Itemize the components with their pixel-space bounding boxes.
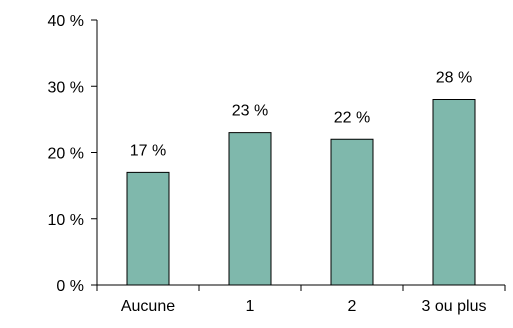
data-label: 17 % [130,142,166,159]
data-labels: 17 % 23 % 22 % 28 % [130,70,472,160]
y-tick-label: 30 % [48,79,84,96]
y-tick-label: 40 % [48,13,84,30]
data-label: 28 % [436,70,472,87]
bar-2 [330,138,374,286]
data-label: 23 % [232,103,268,120]
data-label: 22 % [334,109,370,126]
bar-1 [228,132,272,286]
bar-3-ou-plus [432,99,476,286]
x-category-label: Aucune [121,298,175,315]
x-category-label: 3 ou plus [422,298,487,315]
bar-aucune [126,171,170,286]
bars [126,99,476,286]
y-tick-label: 10 % [48,212,84,229]
y-tick-label: 0 % [56,278,84,295]
x-category-label: 2 [348,298,357,315]
x-category-label: 1 [246,298,255,315]
y-axis: 0 % 10 % 20 % 30 % 40 % [48,13,98,295]
y-tick-label: 20 % [48,146,84,163]
x-axis: Aucune 1 2 3 ou plus [96,284,506,315]
